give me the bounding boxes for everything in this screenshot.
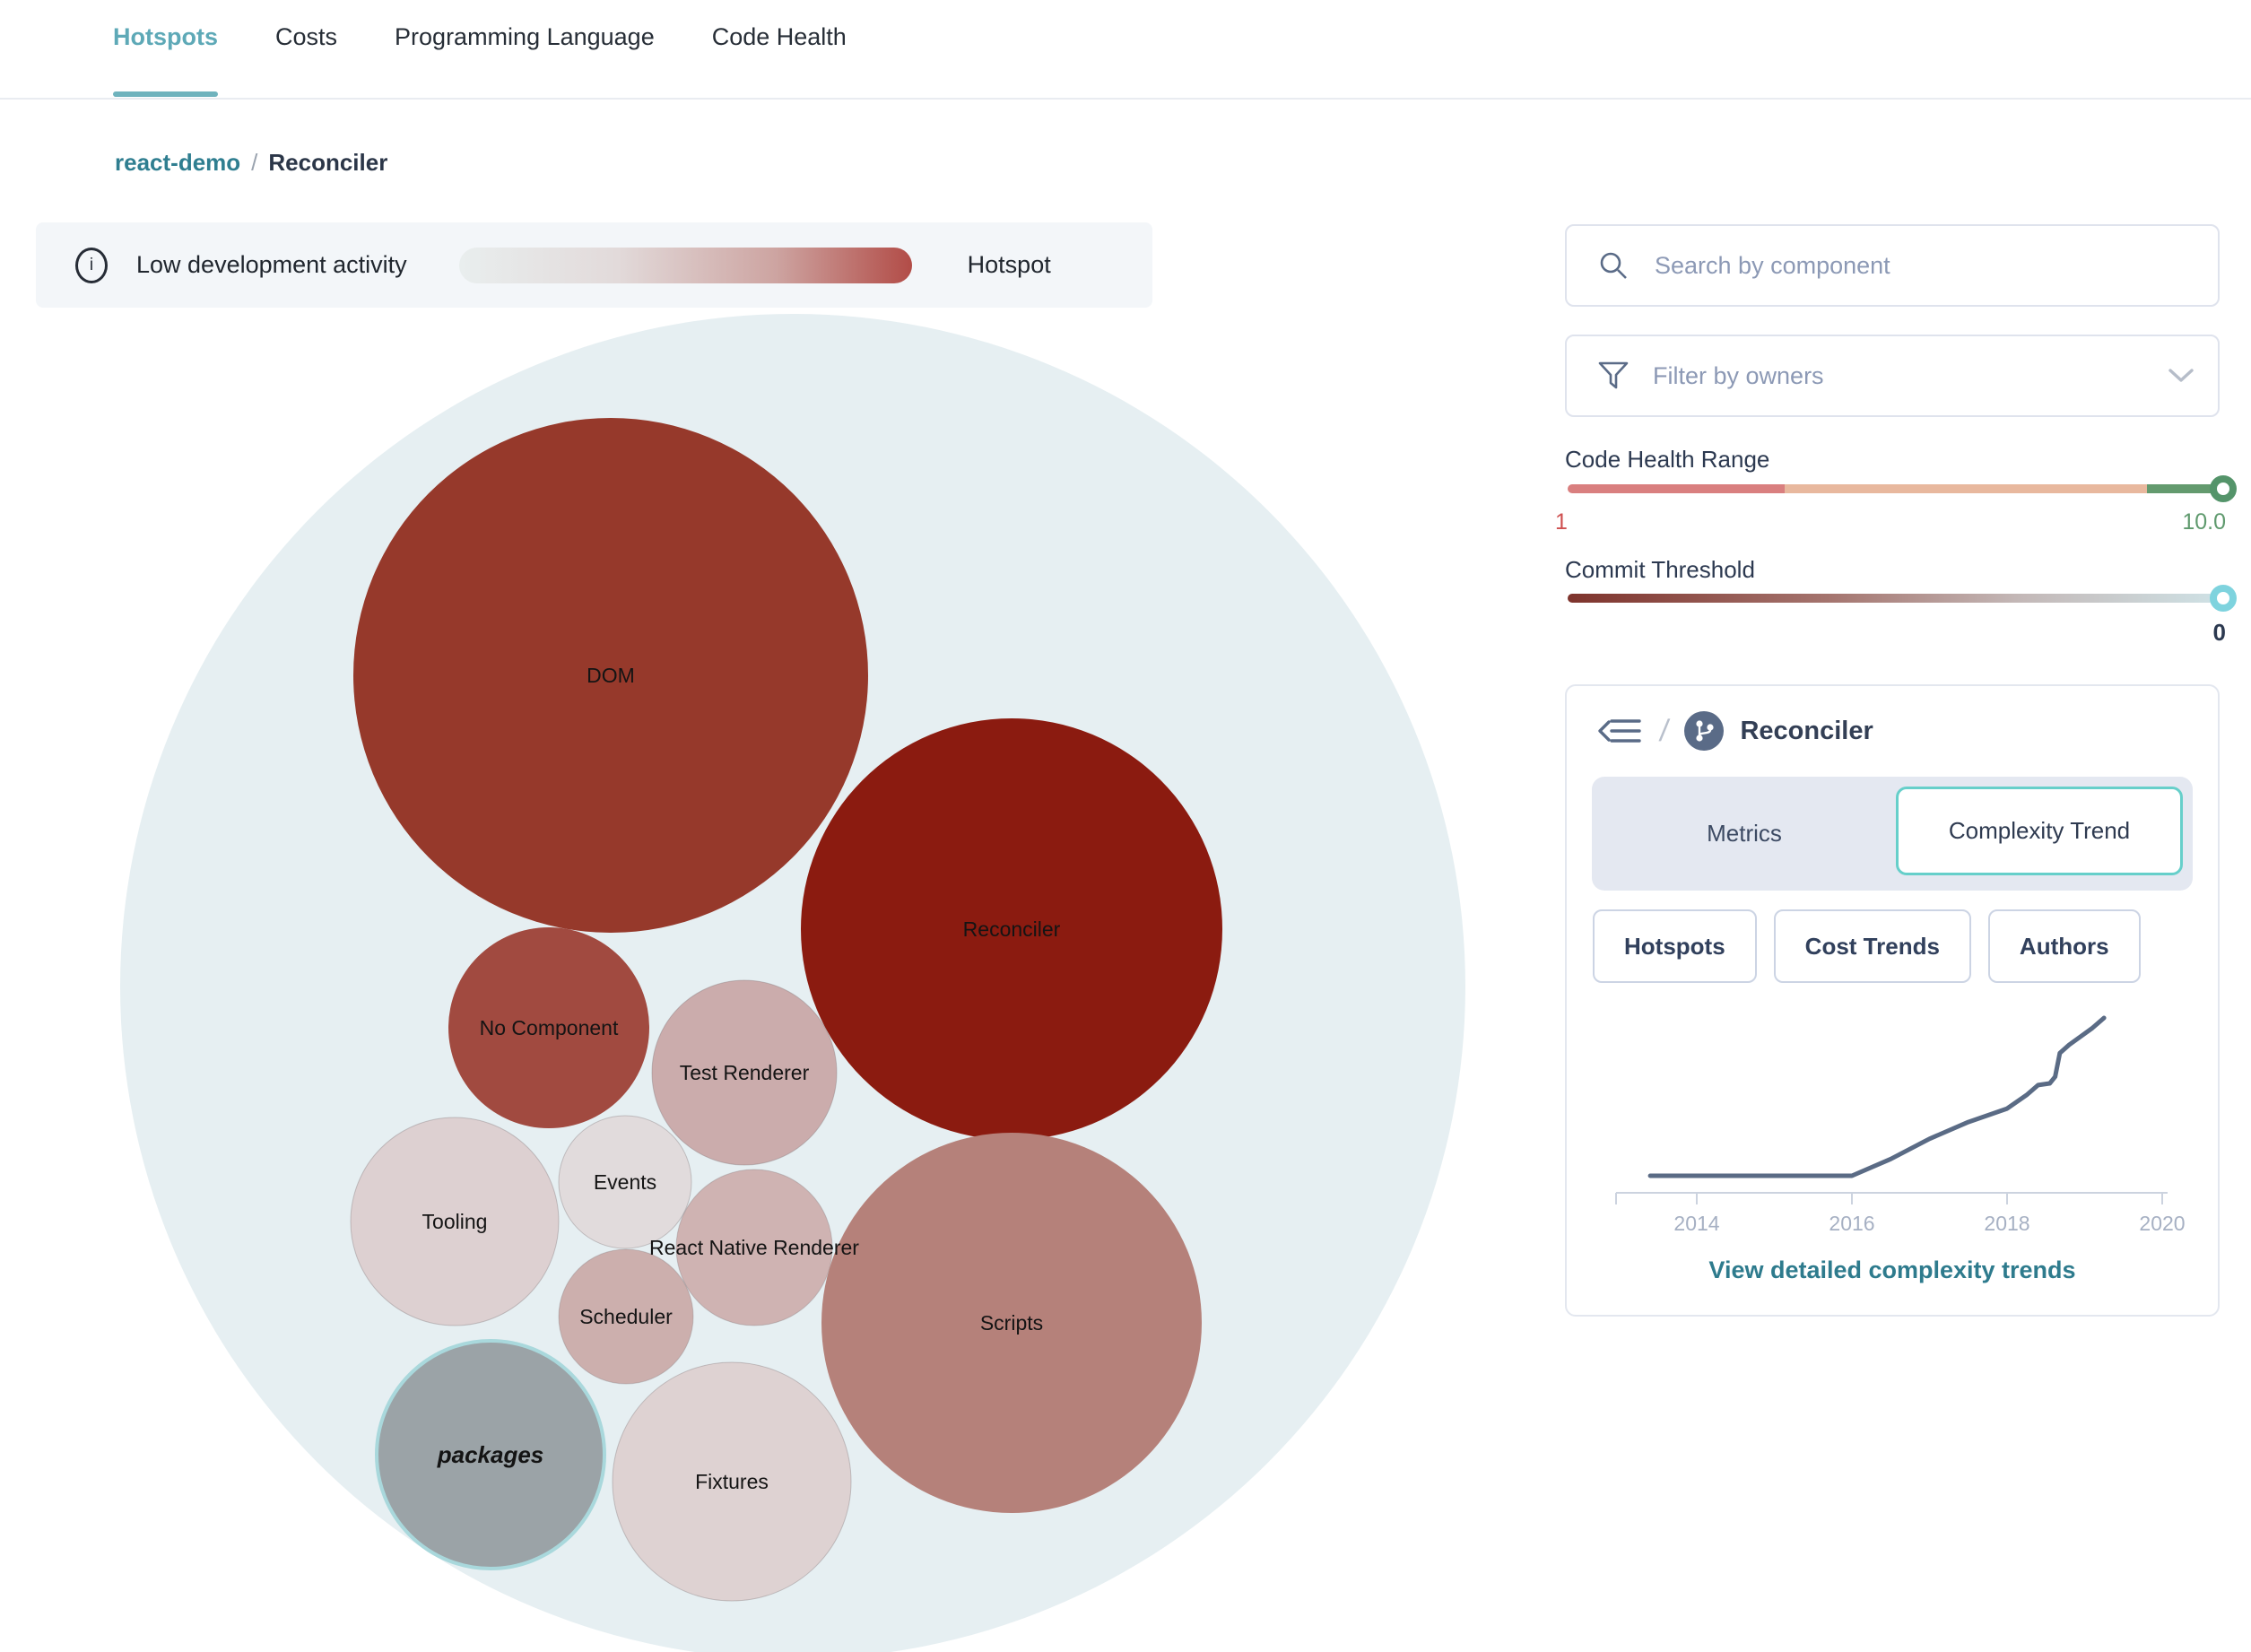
bubble-scheduler[interactable] <box>558 1248 694 1385</box>
bubble-events[interactable] <box>558 1115 692 1249</box>
filter-icon <box>1597 360 1630 392</box>
code-health-range-handle[interactable] <box>2210 475 2237 502</box>
top-tab-bar: Hotspots Costs Programming Language Code… <box>0 0 2251 100</box>
legend-high-label: Hotspot <box>967 251 1051 278</box>
tab-complexity-trend[interactable]: Complexity Trend <box>1896 787 2183 875</box>
breadcrumb-project[interactable]: react-demo <box>115 149 241 176</box>
panel-tab-switcher: Metrics Complexity Trend <box>1592 777 2193 891</box>
trend-tick-label-2020: 2020 <box>2139 1212 2185 1235</box>
authors-button[interactable]: Authors <box>1987 909 2141 983</box>
commit-threshold-value: 0 <box>2212 619 2226 646</box>
panel-action-buttons: Hotspots Cost Trends Authors <box>1593 909 2141 983</box>
trend-tick-label-2016: 2016 <box>1829 1212 1874 1235</box>
code-health-max-value: 10.0 <box>2182 509 2226 535</box>
bubble-reconciler[interactable] <box>801 718 1222 1140</box>
breadcrumb-separator: / <box>251 149 258 176</box>
code-health-range-slider[interactable] <box>1568 475 2237 502</box>
commit-threshold-slider[interactable] <box>1568 585 2237 612</box>
tab-code-health[interactable]: Code Health <box>711 23 847 50</box>
breadcrumb-current: Reconciler <box>268 149 388 176</box>
search-box[interactable] <box>1565 224 2220 307</box>
chevron-down-icon <box>2168 368 2195 384</box>
back-icon[interactable] <box>1597 715 1642 747</box>
bubble-dom[interactable] <box>353 418 868 933</box>
panel-title: Reconciler <box>1740 716 1873 745</box>
trend-line-complexity <box>1647 1015 2107 1178</box>
cost-trends-button[interactable]: Cost Trends <box>1773 909 1971 983</box>
bubble-react-native-renderer[interactable] <box>675 1169 833 1326</box>
tab-hotspots[interactable]: Hotspots <box>113 23 218 97</box>
hotspots-button[interactable]: Hotspots <box>1593 909 1757 983</box>
legend-low-label: Low development activity <box>136 251 407 278</box>
tab-costs[interactable]: Costs <box>275 23 338 50</box>
bubble-packages[interactable] <box>375 1339 606 1570</box>
bubble-fixtures[interactable] <box>612 1361 852 1602</box>
activity-legend: i Low development activity Hotspot <box>36 222 1152 308</box>
bubble-test-renderer[interactable] <box>651 979 838 1166</box>
bubble-scripts[interactable] <box>821 1133 1202 1513</box>
view-complexity-trends-link[interactable]: View detailed complexity trends <box>1708 1256 2076 1283</box>
code-health-min-value: 1 <box>1555 509 1568 535</box>
tab-programming-language[interactable]: Programming Language <box>395 23 655 50</box>
code-health-range-title: Code Health Range <box>1565 446 1770 473</box>
tab-metrics[interactable]: Metrics <box>1707 820 1782 847</box>
search-icon <box>1597 249 1630 282</box>
complexity-trend-chart: 2014 2016 2018 2020 <box>1615 1015 2186 1235</box>
bubble-no-component[interactable] <box>448 927 649 1128</box>
breadcrumb: react-demo / Reconciler <box>115 149 387 177</box>
commit-threshold-title: Commit Threshold <box>1565 556 1755 583</box>
bubble-tooling[interactable] <box>350 1117 560 1326</box>
filter-label: Filter by owners <box>1653 361 1824 389</box>
git-branch-icon <box>1684 711 1725 751</box>
analysis-tabs: Hotspots Costs Programming Language Code… <box>113 23 847 97</box>
trend-tick-label-2018: 2018 <box>1984 1212 2029 1235</box>
trend-tick-label-2014: 2014 <box>1673 1212 1719 1235</box>
panel-breadcrumb-separator: / <box>1657 713 1672 748</box>
component-detail-panel: / Reconciler Metrics Complexity Trend Ho… <box>1565 684 2220 1317</box>
search-input[interactable] <box>1653 250 2159 281</box>
info-icon[interactable]: i <box>75 247 108 283</box>
filter-by-owners-dropdown[interactable]: Filter by owners <box>1565 335 2220 417</box>
panel-header: / Reconciler <box>1597 711 1873 751</box>
activity-gradient-bar <box>458 247 912 283</box>
commit-threshold-handle[interactable] <box>2210 585 2237 612</box>
